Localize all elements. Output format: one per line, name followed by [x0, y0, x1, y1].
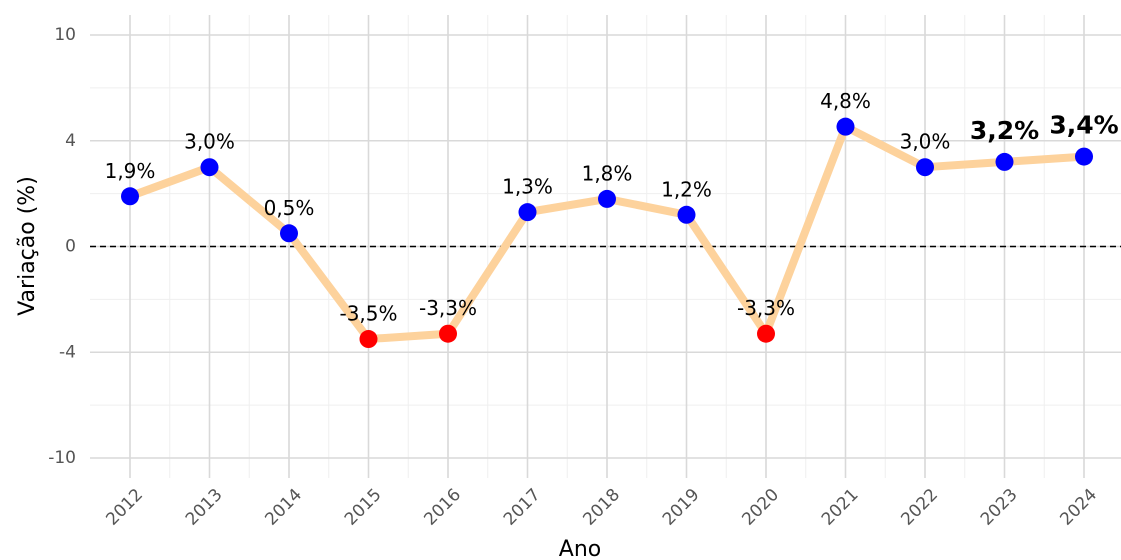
y-tick-label: 10 — [54, 25, 76, 45]
data-point — [916, 158, 934, 177]
x-tick-label: 2024 — [1056, 485, 1101, 530]
data-label: 1,2% — [661, 177, 712, 201]
x-tick-label: 2015 — [341, 485, 386, 530]
data-label: 3,0% — [184, 130, 235, 154]
data-point — [439, 324, 457, 343]
data-point — [200, 158, 219, 177]
data-point — [836, 117, 855, 136]
x-tick-label: 2019 — [659, 485, 704, 530]
data-label: 3,4% — [1049, 111, 1118, 140]
data-point — [359, 330, 378, 349]
data-label: 1,9% — [105, 159, 156, 183]
x-tick-label: 2023 — [977, 485, 1022, 530]
x-tick-label: 2012 — [102, 485, 147, 530]
data-label: 0,5% — [264, 196, 315, 220]
data-point — [598, 189, 616, 208]
data-point — [995, 152, 1014, 171]
data-point — [280, 224, 298, 243]
data-label: 1,3% — [502, 175, 553, 199]
data-point — [757, 324, 775, 343]
x-tick-label: 2017 — [500, 485, 545, 530]
y-axis-title: Variação (%) — [15, 176, 40, 316]
x-tick-label: 2021 — [818, 485, 863, 530]
x-tick-label: 2013 — [182, 485, 227, 530]
x-tick-label: 2022 — [897, 485, 942, 530]
y-tick-label: -10 — [48, 448, 76, 468]
data-point — [1075, 147, 1093, 166]
x-tick-label: 2014 — [261, 485, 306, 530]
y-tick-label: -4 — [59, 342, 76, 362]
data-label: 3,0% — [900, 130, 951, 154]
data-point — [677, 205, 696, 224]
x-tick-label: 2016 — [420, 485, 465, 530]
y-tick-label: 4 — [65, 131, 76, 151]
x-axis-title: Ano — [559, 537, 601, 560]
x-tick-label: 2020 — [738, 485, 783, 530]
data-point — [121, 187, 139, 206]
data-label: 1,8% — [582, 161, 633, 185]
x-tick-label: 2018 — [579, 485, 624, 530]
y-tick-label: 0 — [65, 237, 76, 257]
data-label: -3,5% — [339, 302, 397, 326]
data-label: -3,3% — [419, 296, 477, 320]
data-label: -3,3% — [737, 296, 795, 320]
data-label: 3,2% — [970, 116, 1039, 145]
data-label: 4,8% — [820, 89, 871, 113]
data-point — [518, 203, 537, 222]
